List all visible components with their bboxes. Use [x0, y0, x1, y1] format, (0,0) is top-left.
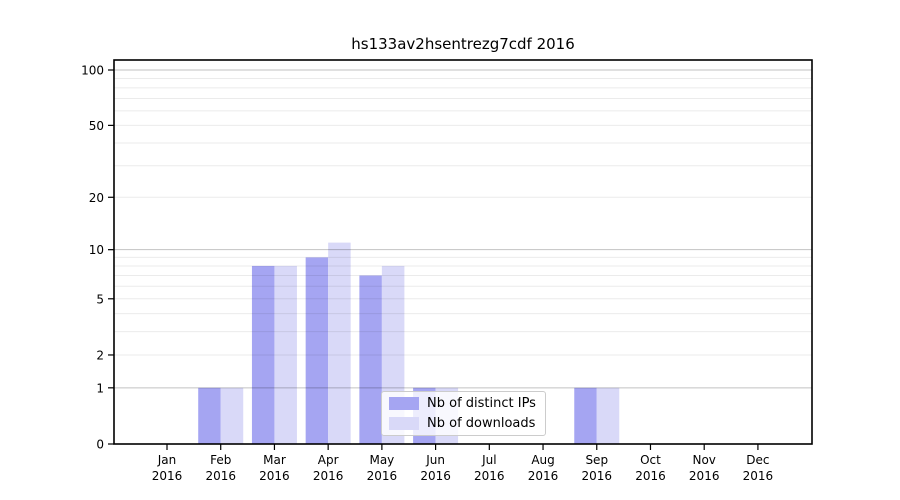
bar-distinct-ips-sep — [574, 387, 597, 444]
legend-item-distinct-ips: Nb of distinct IPs — [389, 397, 536, 410]
x-tick-label-year: 2016 — [689, 469, 720, 483]
x-tick-label-year: 2016 — [743, 469, 774, 483]
legend-swatch-distinct-ips — [389, 397, 419, 410]
x-tick-label-month: Feb — [210, 453, 231, 467]
x-tick-label-year: 2016 — [581, 469, 612, 483]
x-tick-label-month: Jun — [425, 453, 445, 467]
x-tick-label-year: 2016 — [152, 469, 183, 483]
legend-label-distinct-ips: Nb of distinct IPs — [427, 396, 536, 411]
y-tick-label: 50 — [89, 119, 104, 133]
x-tick-label-year: 2016 — [635, 469, 666, 483]
bar-distinct-ips-feb — [198, 387, 221, 444]
legend: Nb of distinct IPs Nb of downloads — [381, 391, 546, 436]
x-tick-label-year: 2016 — [420, 469, 451, 483]
x-tick-label-month: Dec — [746, 453, 769, 467]
x-tick-label-month: Jul — [481, 453, 496, 467]
x-tick-label-year: 2016 — [313, 469, 344, 483]
x-tick-label-month: Mar — [263, 453, 286, 467]
y-tick-label: 20 — [89, 191, 104, 205]
bar-distinct-ips-apr — [305, 257, 329, 444]
y-tick-label: 100 — [81, 64, 104, 78]
y-tick-label: 1 — [96, 381, 104, 395]
y-tick-label: 0 — [96, 438, 104, 452]
x-tick-label-year: 2016 — [367, 469, 398, 483]
x-tick-label-year: 2016 — [474, 469, 505, 483]
x-tick-label-month: May — [369, 453, 394, 467]
chart-title: hs133av2hsentrezg7cdf 2016 — [351, 35, 575, 53]
x-tick-label-year: 2016 — [259, 469, 290, 483]
x-tick-label-month: Apr — [318, 453, 339, 467]
bar-distinct-ips-mar — [251, 265, 275, 444]
x-tick-label-month: Sep — [585, 453, 608, 467]
y-tick-label: 2 — [96, 348, 104, 362]
x-tick-label-year: 2016 — [205, 469, 236, 483]
x-tick-label-month: Oct — [640, 453, 661, 467]
bar-downloads-apr — [328, 242, 351, 444]
plot-frame — [113, 59, 813, 445]
bar-downloads-sep — [596, 387, 620, 444]
legend-item-downloads: Nb of downloads — [389, 417, 536, 430]
bar-distinct-ips-may — [359, 275, 382, 444]
x-tick-label-year: 2016 — [528, 469, 559, 483]
y-tick-label: 10 — [89, 243, 104, 257]
x-tick-label-month: Nov — [692, 453, 715, 467]
x-tick-label-month: Aug — [531, 453, 554, 467]
y-tick-label: 5 — [96, 292, 104, 306]
bar-downloads-mar — [274, 265, 297, 444]
legend-swatch-downloads — [389, 417, 419, 430]
bar-downloads-feb — [220, 387, 244, 444]
legend-label-downloads: Nb of downloads — [427, 416, 536, 431]
x-tick-label-month: Jan — [157, 453, 177, 467]
